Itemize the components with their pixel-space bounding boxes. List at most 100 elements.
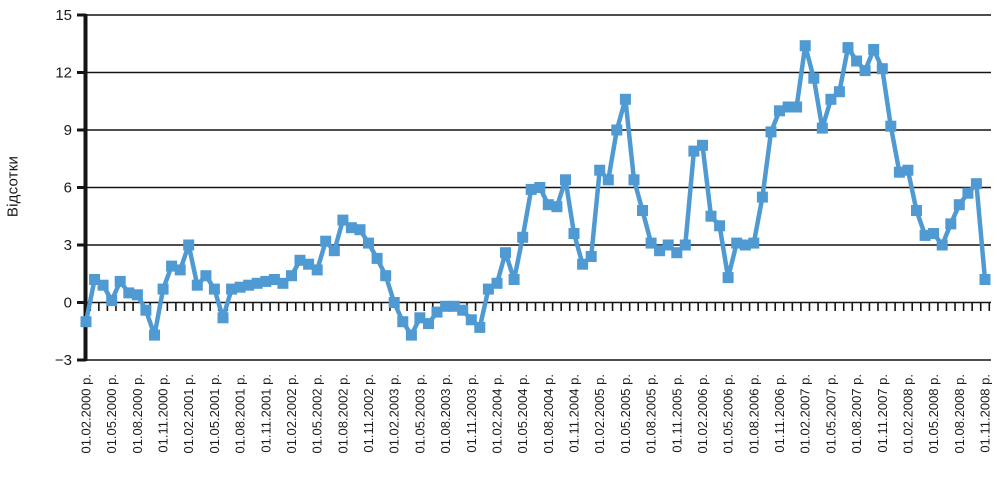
- data-point-marker: [714, 220, 726, 232]
- data-point-marker: [243, 279, 255, 291]
- x-tick-label: 01.02.2004 р.: [490, 374, 505, 454]
- data-point-marker: [345, 222, 357, 234]
- x-tick-label: 01.05.2000 р.: [104, 374, 119, 454]
- x-tick-label: 01.02.2007 р.: [798, 374, 813, 454]
- x-tick-label: 01.11.2006 р.: [772, 374, 787, 453]
- data-point-marker: [962, 187, 974, 199]
- data-point-marker: [542, 199, 554, 211]
- x-tick-label: 01.08.2003 р.: [438, 374, 453, 454]
- x-tick-label: 01.11.2002 р.: [361, 374, 376, 453]
- y-tick-label: 3: [64, 237, 72, 254]
- x-tick-label: 01.11.2005 р.: [669, 374, 684, 453]
- x-tick-label: 01.02.2002 р.: [284, 374, 299, 454]
- x-tick-label: 01.05.2005 р.: [618, 374, 633, 454]
- x-tick-label: 01.11.2007 р.: [875, 374, 890, 453]
- data-point-marker: [457, 304, 469, 316]
- data-point-marker: [431, 306, 443, 318]
- data-point-marker: [928, 228, 940, 239]
- data-point-marker: [885, 120, 897, 132]
- y-tick-label: 15: [55, 7, 72, 24]
- data-point-marker: [337, 214, 349, 226]
- data-point-marker: [500, 247, 511, 259]
- x-tick-label: 01.11.2001 р.: [258, 374, 273, 453]
- data-point-marker: [688, 145, 700, 157]
- data-point-marker: [251, 277, 263, 289]
- y-tick-label: 9: [64, 122, 72, 139]
- data-point-marker: [756, 191, 768, 203]
- data-point-marker: [833, 86, 845, 98]
- data-point-marker: [979, 274, 991, 285]
- data-point-marker: [825, 93, 837, 105]
- data-point-marker: [868, 44, 880, 55]
- x-tick-label: 01.02.2000 р.: [79, 374, 94, 454]
- data-point-marker: [611, 124, 623, 136]
- data-point-marker: [859, 65, 871, 77]
- data-point-marker: [765, 126, 777, 138]
- data-point-marker: [89, 274, 101, 285]
- data-point-marker: [739, 239, 751, 251]
- y-tick-label: −3: [55, 352, 72, 369]
- data-point-marker: [560, 174, 571, 186]
- data-point-marker: [953, 199, 965, 211]
- data-point-marker: [474, 321, 486, 333]
- data-point-marker: [970, 178, 982, 190]
- y-tick-label: 0: [64, 295, 72, 312]
- y-tick-label: 12: [55, 64, 72, 81]
- data-point-marker: [183, 239, 195, 251]
- data-point-marker: [491, 277, 503, 289]
- data-point-marker: [80, 316, 92, 328]
- data-point-marker: [482, 283, 494, 295]
- data-point-marker: [602, 174, 614, 186]
- x-tick-label: 01.08.2007 р.: [849, 374, 864, 454]
- data-point-marker: [157, 283, 169, 295]
- data-point-marker: [525, 183, 537, 195]
- data-point-marker: [440, 300, 452, 312]
- data-point-marker: [174, 264, 186, 276]
- x-tick-label: 01.11.2003 р.: [464, 374, 479, 453]
- data-point-marker: [354, 224, 366, 236]
- data-point-marker: [294, 254, 306, 266]
- x-tick-label: 01.02.2005 р.: [592, 374, 607, 454]
- x-tick-label: 01.08.2004 р.: [541, 374, 556, 454]
- data-point-marker: [577, 258, 589, 270]
- data-point-marker: [114, 275, 126, 287]
- x-tick-label: 01.05.2008 р.: [926, 374, 941, 454]
- data-point-marker: [311, 264, 323, 276]
- x-tick-label: 01.08.2005 р.: [644, 374, 659, 454]
- data-point-marker: [842, 42, 854, 54]
- data-point-marker: [140, 304, 152, 316]
- data-point-marker: [654, 245, 666, 257]
- data-point-marker: [363, 237, 374, 249]
- x-tick-label: 01.05.2007 р.: [823, 374, 838, 454]
- data-point-marker: [508, 274, 520, 285]
- data-point-marker: [911, 205, 922, 216]
- y-tick-label: 6: [64, 179, 72, 196]
- x-tick-label: 01.05.2001 р.: [207, 374, 222, 454]
- x-tick-label: 01.11.2008 р.: [978, 374, 993, 453]
- data-point-marker: [380, 270, 392, 282]
- data-point-marker: [234, 281, 246, 293]
- data-point-marker: [371, 252, 383, 264]
- data-point-marker: [808, 72, 820, 84]
- data-point-marker: [320, 235, 332, 247]
- data-point-marker: [268, 274, 280, 285]
- data-point-marker: [568, 228, 580, 239]
- x-tick-label: 01.05.2002 р.: [310, 374, 325, 454]
- data-point-marker: [166, 260, 178, 272]
- data-point-marker: [405, 329, 417, 341]
- data-point-marker: [414, 312, 426, 324]
- data-point-marker: [388, 297, 400, 308]
- data-point-marker: [774, 105, 785, 117]
- data-point-marker: [619, 93, 631, 105]
- data-point-marker: [645, 237, 657, 249]
- x-tick-label: 01.02.2003 р.: [387, 374, 402, 454]
- x-tick-label: 01.08.2001 р.: [233, 374, 248, 454]
- data-point-marker: [816, 122, 828, 134]
- data-point-marker: [594, 164, 606, 176]
- data-point-marker: [97, 279, 109, 291]
- data-point-marker: [208, 283, 220, 295]
- data-point-marker: [328, 245, 340, 257]
- x-tick-label: 01.08.2006 р.: [746, 374, 761, 454]
